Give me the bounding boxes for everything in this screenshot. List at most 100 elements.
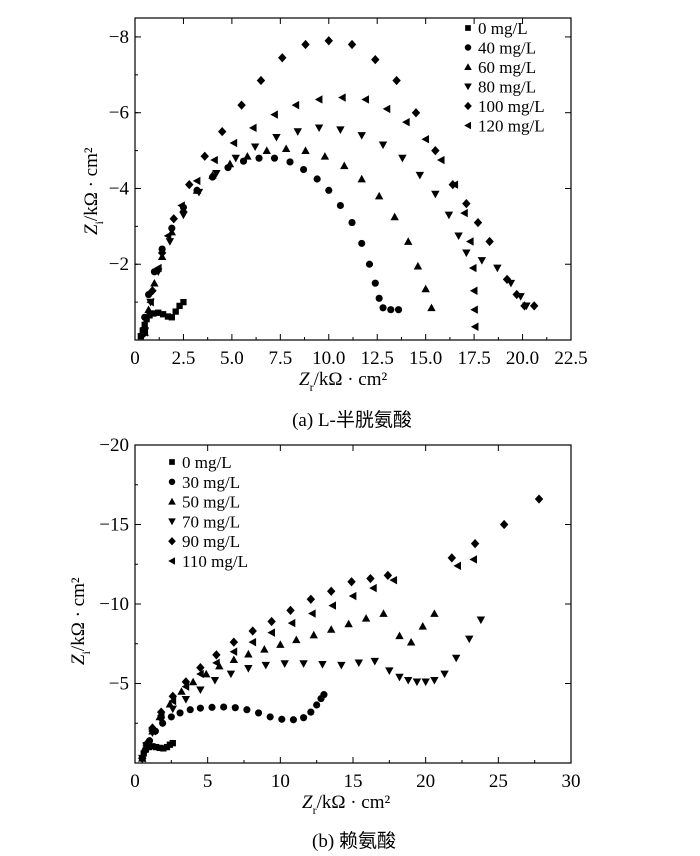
data-point: [159, 311, 167, 318]
data-point: [177, 687, 186, 695]
series-b-4: [138, 494, 544, 763]
data-point: [185, 180, 194, 190]
data-point: [276, 640, 285, 648]
x-tick-label-b: 5: [203, 771, 213, 792]
data-point: [430, 676, 439, 685]
y-axis-unit-a: /kΩ · cm²: [81, 147, 102, 221]
data-point: [460, 208, 468, 218]
data-point: [320, 152, 330, 160]
data-point: [289, 716, 297, 724]
data-point: [354, 659, 364, 668]
y-axis-unit-b: /kΩ · cm²: [68, 577, 89, 651]
data-point: [431, 145, 440, 156]
data-point: [313, 175, 321, 183]
data-point: [163, 231, 172, 241]
data-point: [390, 212, 399, 221]
data-point: [196, 669, 204, 679]
series-a-2: [140, 144, 436, 336]
data-point: [229, 647, 238, 656]
legend-label: 110 mg/L: [182, 552, 248, 571]
data-point: [327, 586, 336, 596]
data-point: [371, 55, 380, 65]
data-point: [421, 135, 430, 144]
data-point: [465, 635, 474, 644]
data-point: [255, 154, 263, 162]
data-point: [300, 714, 308, 722]
data-point: [453, 561, 461, 571]
data-point: [440, 670, 449, 679]
data-point: [226, 670, 236, 679]
legend-marker: [168, 537, 176, 546]
data-point: [169, 214, 178, 224]
legend-marker: [168, 518, 176, 526]
legend-marker: [168, 478, 176, 486]
data-point: [309, 630, 318, 639]
data-point: [177, 201, 185, 210]
data-point: [212, 658, 220, 668]
legend-marker: [168, 557, 176, 565]
data-point: [249, 123, 257, 133]
data-point: [181, 677, 191, 687]
data-point: [287, 618, 296, 628]
data-point: [324, 36, 333, 46]
data-point: [340, 161, 349, 170]
data-point: [270, 154, 279, 162]
data-point: [208, 171, 217, 179]
data-point: [451, 654, 461, 663]
data-point: [256, 75, 266, 86]
legend-label: 40 mg/L: [478, 39, 536, 58]
data-point: [398, 154, 407, 163]
series-a-3: [140, 124, 531, 335]
y-tick-label-b: −5: [109, 674, 129, 695]
data-point: [520, 301, 529, 311]
y-tick-label-a: −8: [109, 27, 129, 48]
data-point: [371, 279, 379, 287]
legend-label: 100 mg/L: [478, 97, 545, 116]
legend-item: 30 mg/L: [168, 473, 240, 492]
legend-item: 100 mg/L: [464, 97, 545, 116]
data-point: [248, 637, 257, 647]
data-point: [244, 665, 253, 673]
data-point: [444, 211, 454, 220]
data-point: [366, 573, 375, 584]
data-point: [188, 677, 198, 686]
data-point: [436, 155, 445, 165]
data-point: [299, 660, 308, 668]
data-point: [180, 298, 187, 306]
data-point: [534, 494, 544, 504]
legend-label: 120 mg/L: [478, 117, 545, 136]
data-point: [148, 286, 157, 296]
data-point: [470, 538, 480, 549]
legend-item: 120 mg/L: [464, 117, 545, 136]
y-axis-label-a: Zi/kΩ · cm²: [81, 147, 106, 235]
data-point: [168, 696, 177, 706]
x-axis-unit-a: /kΩ · cm²: [314, 369, 388, 390]
legend-label: 70 mg/L: [182, 512, 240, 531]
data-point: [181, 696, 191, 704]
data-point: [212, 169, 221, 178]
data-point: [379, 609, 388, 617]
x-tick-label-a: 0: [130, 348, 140, 369]
data-point: [413, 261, 423, 270]
legend-label: 50 mg/L: [182, 493, 240, 512]
data-point: [156, 707, 166, 717]
x-tick-label-a: 20.0: [506, 348, 539, 369]
data-point: [267, 616, 276, 627]
data-point: [272, 133, 281, 142]
x-tick-label-a: 22.5: [554, 348, 587, 369]
data-point: [477, 257, 487, 265]
data-point: [181, 682, 190, 691]
data-point: [165, 238, 175, 246]
data-point: [462, 199, 471, 209]
data-point: [313, 701, 321, 709]
y-axis-symbol-b: Z: [68, 654, 89, 665]
data-point: [168, 314, 175, 321]
data-point: [415, 171, 425, 180]
data-point: [301, 146, 310, 154]
data-point: [196, 662, 205, 673]
data-point: [421, 678, 430, 687]
data-point: [378, 141, 388, 150]
data-point: [293, 128, 302, 136]
data-point: [157, 248, 167, 258]
